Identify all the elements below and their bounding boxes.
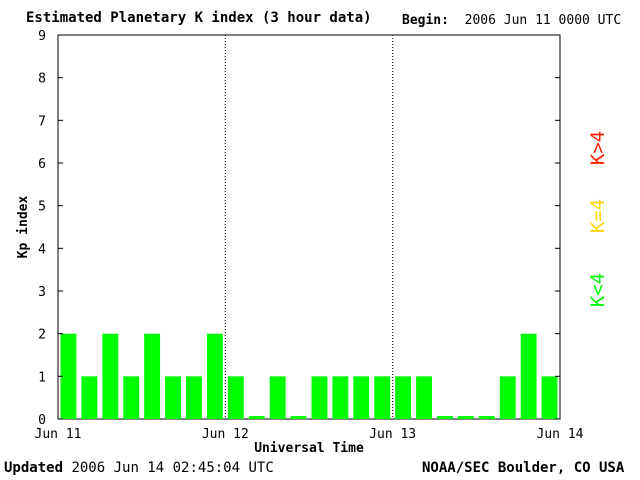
x-tick-label: Jun 14 <box>537 427 584 442</box>
kp-bar <box>123 376 140 419</box>
y-tick-label: 0 <box>38 413 46 428</box>
kp-bar <box>374 376 391 419</box>
y-tick-label: 2 <box>38 328 46 343</box>
kp-bar <box>541 376 558 419</box>
kp-bar <box>165 376 181 419</box>
kp-bar <box>269 376 286 419</box>
kp-bar <box>332 376 349 419</box>
begin-value: 2006 Jun 11 0000 UTC <box>464 13 622 28</box>
kp-bar <box>311 376 328 419</box>
x-tick-label: Jun 11 <box>35 427 82 442</box>
y-tick-label: 4 <box>38 242 46 257</box>
updated-value: 2006 Jun 14 02:45:04 UTC <box>71 460 274 476</box>
y-tick-label: 5 <box>38 200 46 215</box>
plot-frame <box>57 34 561 420</box>
y-axis-title: Kp index <box>16 196 31 259</box>
legend-label: K<4 <box>587 273 609 307</box>
y-tick-label: 1 <box>38 370 46 385</box>
kp-bar <box>102 333 119 419</box>
kp-bar <box>206 333 223 419</box>
kp-bar <box>395 376 412 419</box>
kp-bar <box>248 416 265 419</box>
kp-bar <box>457 416 474 419</box>
kp-bar <box>478 416 495 419</box>
kp-bar <box>186 376 202 419</box>
kp-bar <box>416 376 432 419</box>
kp-bar <box>353 376 370 419</box>
y-tick-label: 9 <box>38 29 46 44</box>
y-tick-label: 6 <box>38 157 46 172</box>
y-tick-label: 3 <box>38 285 46 300</box>
kp-bar <box>437 416 453 419</box>
x-tick-label: Jun 13 <box>369 427 416 442</box>
begin-label: Begin: <box>402 13 449 28</box>
begin-time: Begin: 2006 Jun 11 0000 UTC <box>402 13 621 28</box>
kp-bar <box>499 376 516 419</box>
y-tick-label: 8 <box>38 72 46 87</box>
y-tick-label: 7 <box>38 114 46 129</box>
kp-bar <box>144 333 161 419</box>
kp-bar <box>60 333 77 419</box>
kp-bar <box>290 416 307 419</box>
legend-label: K>4 <box>587 131 609 165</box>
kp-bar <box>81 376 98 419</box>
updated-time: Updated 2006 Jun 14 02:45:04 UTC <box>4 460 274 476</box>
legend-label: K=4 <box>587 199 609 233</box>
x-tick-label: Jun 12 <box>202 427 249 442</box>
credit-text: NOAA/SEC Boulder, CO USA <box>422 460 625 476</box>
kp-bar <box>520 333 537 419</box>
x-axis-title: Universal Time <box>254 441 364 456</box>
chart-title: Estimated Planetary K index (3 hour data… <box>26 10 372 26</box>
kp-bar <box>227 376 244 419</box>
updated-label: Updated <box>4 460 64 476</box>
